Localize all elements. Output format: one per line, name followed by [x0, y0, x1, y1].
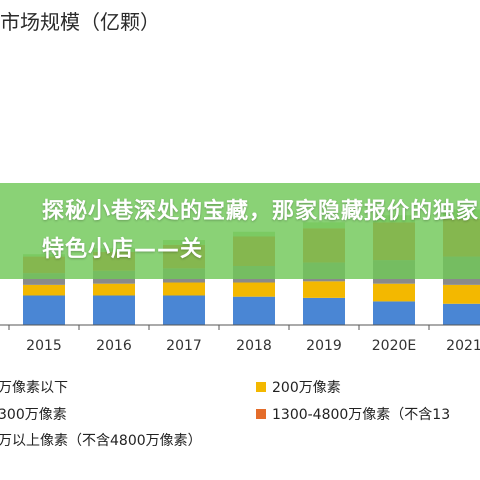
bar-segment-2018-s2	[233, 282, 275, 297]
legend-item-5: 万以上像素（不含4800万像素）	[0, 430, 202, 450]
x-tick-label-2018: 2018	[236, 338, 272, 354]
bar-segment-2017-s1	[163, 295, 205, 325]
x-tick-label-2016: 2016	[96, 338, 132, 354]
legend-item-4: 1300-4800万像素（不含13	[256, 404, 450, 424]
legend-swatch-4	[256, 409, 266, 419]
legend-swatch-2	[256, 382, 266, 392]
legend-label-1: 万像素以下	[0, 380, 68, 396]
bar-segment-2016-s1	[93, 295, 135, 325]
legend-item-3: 300万像素	[0, 404, 67, 424]
legend-label-4: 1300-4800万像素（不含13	[272, 407, 451, 423]
bar-segment-2018-s1	[233, 296, 275, 325]
chart-title: 市场规模（亿颗）	[0, 10, 160, 34]
bar-segment-2019-s1	[303, 297, 345, 325]
bar-segment-2019-s2	[303, 281, 345, 298]
legend-label-3: 300万像素	[0, 407, 67, 423]
x-tick-label-2019: 2019	[306, 338, 342, 354]
legend-item-2: 200万像素	[256, 377, 341, 397]
x-tick-label-2017: 2017	[166, 338, 202, 354]
bar-segment-2017-s2	[163, 282, 205, 296]
legend-label-5: 万以上像素（不含4800万像素）	[0, 433, 202, 449]
legend-item-1: 万像素以下	[0, 377, 68, 397]
bar-segment-2020E-s2	[373, 283, 415, 302]
x-tick-label-2021: 2021	[446, 338, 480, 354]
bar-segment-2016-s2	[93, 283, 135, 296]
x-tick-label-2015: 2015	[26, 338, 62, 354]
x-tick-label-2020E: 2020E	[371, 338, 417, 354]
legend-label-2: 200万像素	[272, 380, 341, 396]
promo-banner-text: 探秘小巷深处的宝藏，那家隐藏报价的独家特色小店——关	[42, 199, 480, 262]
promo-banner: 探秘小巷深处的宝藏，那家隐藏报价的独家特色小店——关	[0, 183, 480, 279]
bar-segment-2021-s1	[443, 303, 480, 325]
bar-segment-2015-s2	[23, 284, 65, 296]
bar-segment-2020E-s1	[373, 301, 415, 325]
bar-segment-2015-s1	[23, 295, 65, 325]
bar-segment-2021-s2	[443, 284, 480, 304]
x-axis-ticks	[8, 325, 430, 330]
